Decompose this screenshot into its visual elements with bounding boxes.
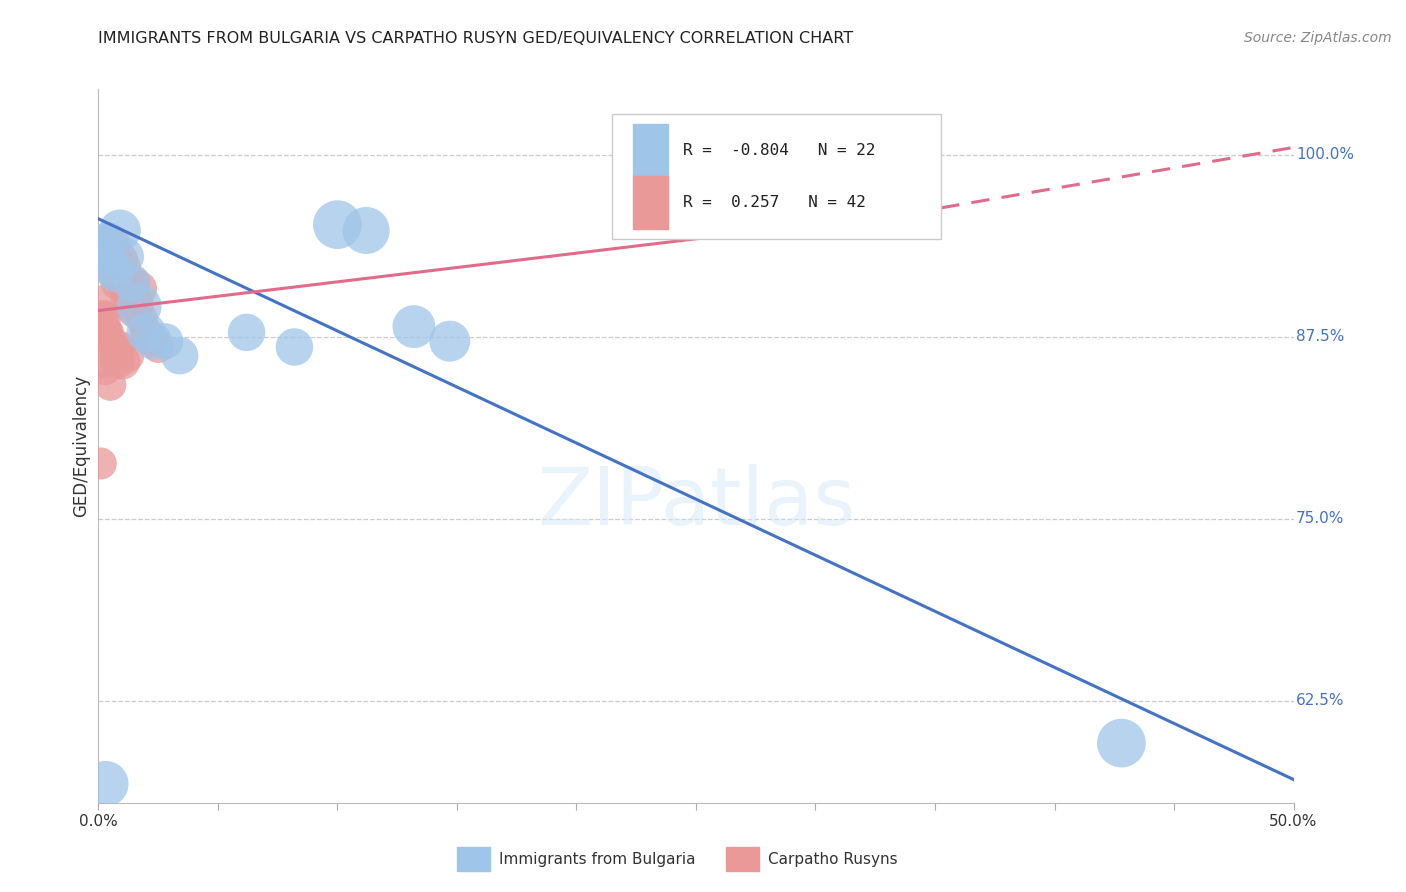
Text: 75.0%: 75.0% xyxy=(1296,511,1344,526)
Point xyxy=(101,261,124,276)
Point xyxy=(90,319,112,334)
Point xyxy=(148,340,170,354)
Point xyxy=(94,296,117,310)
Text: ZIPatlas: ZIPatlas xyxy=(537,464,855,542)
Point xyxy=(114,282,136,296)
Point xyxy=(101,340,124,354)
Text: 87.5%: 87.5% xyxy=(1296,329,1344,344)
Point xyxy=(142,334,165,348)
Text: 100.0%: 100.0% xyxy=(1296,147,1354,162)
Point xyxy=(91,310,114,325)
Point xyxy=(111,261,134,276)
Point xyxy=(91,232,114,246)
Point xyxy=(107,340,129,354)
Point xyxy=(235,326,257,340)
Y-axis label: GED/Equivalency: GED/Equivalency xyxy=(72,375,90,517)
Point xyxy=(94,246,117,260)
Point xyxy=(90,238,112,252)
Point xyxy=(131,310,153,325)
Text: Carpatho Rusyns: Carpatho Rusyns xyxy=(768,852,897,867)
Point xyxy=(326,218,349,232)
Point xyxy=(115,290,138,304)
Bar xyxy=(457,847,491,871)
Point xyxy=(402,319,425,334)
Point xyxy=(108,340,131,354)
Point xyxy=(98,252,122,267)
Point xyxy=(91,310,114,325)
Point xyxy=(125,296,148,310)
Point xyxy=(98,377,122,392)
Point xyxy=(114,250,136,264)
Point xyxy=(135,326,157,340)
Text: 50.0%: 50.0% xyxy=(1270,814,1317,830)
Point xyxy=(98,334,122,348)
Point xyxy=(98,261,122,276)
Text: IMMIGRANTS FROM BULGARIA VS CARPATHO RUSYN GED/EQUIVALENCY CORRELATION CHART: IMMIGRANTS FROM BULGARIA VS CARPATHO RUS… xyxy=(98,31,853,46)
Point xyxy=(876,203,898,218)
Text: Source: ZipAtlas.com: Source: ZipAtlas.com xyxy=(1244,31,1392,45)
Point xyxy=(94,363,117,377)
Point xyxy=(1111,736,1133,750)
FancyBboxPatch shape xyxy=(612,114,941,239)
Point xyxy=(94,252,117,267)
Point xyxy=(91,238,114,252)
Point xyxy=(283,340,305,354)
Point xyxy=(169,349,191,363)
Point xyxy=(108,252,131,267)
Point xyxy=(108,223,131,237)
Point xyxy=(107,354,129,368)
Point xyxy=(354,223,377,237)
Text: R =  0.257   N = 42: R = 0.257 N = 42 xyxy=(683,195,866,210)
Point xyxy=(107,276,129,290)
Point xyxy=(104,238,127,252)
Point xyxy=(97,246,120,260)
Point xyxy=(94,326,117,340)
Point xyxy=(115,349,138,363)
Point xyxy=(90,457,112,471)
Point xyxy=(97,232,120,246)
Point xyxy=(101,267,124,281)
Point xyxy=(124,305,146,319)
Point xyxy=(111,354,134,368)
Bar xyxy=(633,176,668,229)
Point xyxy=(155,334,177,348)
Point xyxy=(118,296,141,310)
Point xyxy=(97,326,120,340)
Text: R =  -0.804   N = 22: R = -0.804 N = 22 xyxy=(683,144,876,158)
Point xyxy=(128,282,150,296)
Point xyxy=(139,334,162,348)
Point xyxy=(439,334,461,348)
Point xyxy=(97,326,120,340)
Bar xyxy=(725,847,759,871)
Point xyxy=(135,326,157,340)
Point xyxy=(104,267,127,281)
Point xyxy=(94,777,117,791)
Text: 62.5%: 62.5% xyxy=(1296,693,1344,708)
Point xyxy=(104,349,127,363)
Bar xyxy=(633,124,668,178)
Point xyxy=(128,299,150,313)
Text: 0.0%: 0.0% xyxy=(79,814,118,830)
Point xyxy=(121,276,143,290)
Text: Immigrants from Bulgaria: Immigrants from Bulgaria xyxy=(499,852,696,867)
Point xyxy=(132,319,155,334)
Point xyxy=(121,276,143,290)
Point xyxy=(91,354,114,368)
